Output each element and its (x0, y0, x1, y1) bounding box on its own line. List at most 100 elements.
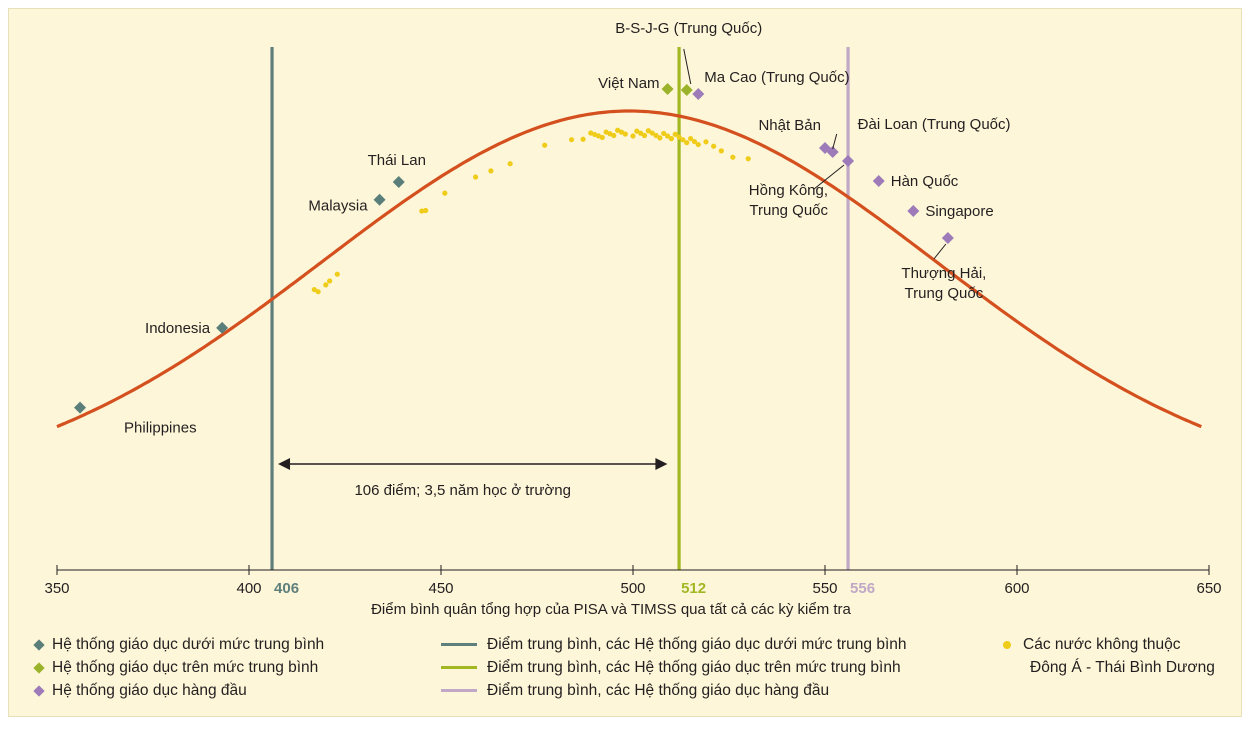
diamond-marker (826, 146, 839, 158)
diamond-marker (74, 401, 87, 414)
non-east-asia-dot (599, 134, 605, 141)
non-east-asia-dot (688, 135, 694, 142)
legend-label: Điểm trung bình, các Hệ thống giáo dục d… (487, 636, 907, 653)
legend-item-top-performing: Hệ thống giáo dục hàng đầu (31, 679, 324, 702)
diamond-marker (373, 193, 386, 206)
legend-item-line-top: Điểm trung bình, các Hệ thống giáo dục h… (441, 679, 907, 702)
diamond-marker (941, 232, 954, 244)
x-tick-label: 600 (1004, 580, 1029, 597)
gap-arrow-left-icon (278, 458, 291, 470)
x-tick-label: 400 (236, 580, 261, 597)
legend-item-non-east-asia: Các nước không thuộc (999, 633, 1215, 656)
leader-line (832, 133, 838, 150)
non-east-asia-dot (507, 161, 513, 167)
legend-label: Đông Á - Thái Bình Dương (1030, 659, 1215, 676)
non-east-asia-dot (323, 282, 329, 288)
line-marker-icon (441, 689, 477, 692)
non-east-asia-dot (668, 136, 675, 142)
reference-line-value: 512 (681, 580, 706, 597)
point-label: Ma Cao (Trung Quốc) (704, 69, 849, 86)
non-east-asia-dot (684, 140, 690, 146)
legend-label: Hệ thống giáo dục hàng đầu (52, 682, 247, 699)
legend-label: Điểm trung bình, các Hệ thống giáo dục h… (487, 682, 830, 699)
x-tick-label: 500 (620, 580, 645, 597)
non-east-asia-dot (730, 154, 736, 160)
reference-line-value: 406 (274, 580, 299, 597)
legend-item-line-below: Điểm trung bình, các Hệ thống giáo dục d… (441, 633, 907, 656)
diamond-marker-icon (33, 661, 45, 674)
non-east-asia-dot (645, 128, 651, 134)
point-label: Singapore (925, 203, 993, 220)
non-east-asia-dot (611, 132, 617, 139)
non-east-asia-dot (327, 278, 333, 284)
non-east-asia-dot (442, 190, 448, 196)
non-east-asia-dot (649, 130, 655, 136)
point-label: Indonesia (145, 320, 211, 337)
point-label: Malaysia (308, 198, 368, 215)
non-east-asia-dot (638, 130, 644, 136)
x-tick-label: 350 (44, 580, 69, 597)
bell-curve (56, 109, 1202, 429)
non-east-asia-dot (568, 137, 575, 143)
non-east-asia-dot (664, 133, 671, 139)
legend: Hệ thống giáo dục dưới mức trung bình Hệ… (31, 633, 324, 702)
point-label: Thượng Hải, (901, 265, 986, 282)
point-label: Trung Quốc (749, 202, 828, 219)
legend-lines: Điểm trung bình, các Hệ thống giáo dục d… (441, 633, 907, 702)
non-east-asia-dot (472, 174, 479, 180)
non-east-asia-dot (676, 134, 682, 140)
diamond-marker-icon (33, 638, 45, 651)
non-east-asia-dot (661, 130, 667, 137)
chart-frame: 350 400 450 500 550 600 650 406 512 556 Philippin… (8, 8, 1242, 717)
legend-item-below-average: Hệ thống giáo dục dưới mức trung bình (31, 633, 324, 656)
diamond-marker-icon (33, 684, 45, 697)
point-label: Trung Quốc (905, 285, 984, 302)
diamond-marker (842, 155, 855, 167)
non-east-asia-dot (745, 156, 751, 162)
diamond-marker (907, 205, 920, 217)
legend-item-above-average: Hệ thống giáo dục trên mức trung bình (31, 656, 324, 679)
leader-line (813, 164, 845, 190)
legend-label: Điểm trung bình, các Hệ thống giáo dục t… (487, 659, 901, 676)
line-marker-icon (441, 666, 477, 669)
diamond-marker (680, 84, 693, 96)
non-east-asia-dot (580, 136, 586, 142)
legend-label: Các nước không thuộc (1023, 636, 1181, 653)
reference-line-value: 556 (850, 580, 875, 597)
non-east-asia-dot (718, 148, 724, 154)
legend-item-non-east-asia-cont: Đông Á - Thái Bình Dương (999, 656, 1215, 679)
non-east-asia-dot (630, 133, 636, 139)
non-east-asia-dot (423, 207, 429, 214)
point-label: Hồng Kông, (749, 182, 828, 199)
non-east-asia-dot (488, 168, 494, 174)
diamond-marker (872, 175, 885, 187)
non-east-asia-dot (311, 286, 317, 293)
point-label: Nhật Bản (758, 117, 821, 134)
legend-item-line-above: Điểm trung bình, các Hệ thống giáo dục t… (441, 656, 907, 679)
point-label: Thái Lan (368, 152, 426, 169)
non-east-asia-dot (711, 143, 717, 149)
legend-label: Hệ thống giáo dục trên mức trung bình (52, 659, 319, 676)
leader-line (683, 48, 692, 85)
non-east-asia-dot (703, 139, 709, 145)
non-east-asia-dot (657, 135, 663, 141)
line-marker-icon (441, 643, 477, 646)
chart-svg: 350 400 450 500 550 600 650 406 512 556 Philippin… (44, 20, 1221, 618)
non-east-asia-dot (315, 289, 321, 295)
legend-dots: Các nước không thuộc Đông Á - Thái Bình … (999, 633, 1215, 679)
point-label: Hàn Quốc (891, 173, 959, 190)
x-tick-label: 650 (1196, 580, 1221, 597)
non-east-asia-dot (334, 271, 340, 277)
non-east-asia-dot (634, 128, 640, 134)
non-east-asia-dot (680, 137, 686, 143)
non-east-asia-dot (641, 132, 648, 139)
non-east-asia-dot (542, 142, 548, 148)
non-east-asia-dot (419, 208, 425, 214)
non-east-asia-dot (618, 129, 625, 135)
dot-marker-icon (1003, 640, 1011, 649)
non-east-asia-dot (691, 138, 698, 145)
leader-line (933, 243, 947, 260)
x-tick-label: 450 (428, 580, 453, 597)
point-label: Philippines (124, 420, 197, 437)
diamond-marker (661, 83, 674, 95)
